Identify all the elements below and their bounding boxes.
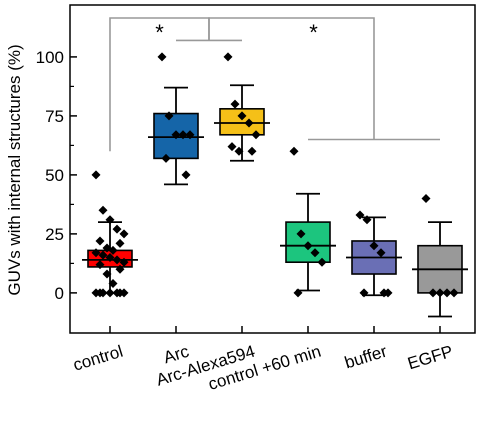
data-point (91, 170, 101, 180)
data-point (223, 52, 233, 62)
data-point (317, 257, 327, 267)
box-layer (82, 84, 468, 318)
x-tick-label: buffer (342, 342, 389, 373)
data-point (98, 205, 108, 215)
data-point (112, 224, 122, 234)
data-point (91, 248, 101, 258)
data-point (230, 99, 240, 109)
data-point (359, 288, 369, 298)
data-point (428, 288, 438, 298)
data-point (442, 288, 452, 298)
data-point (247, 146, 257, 156)
data-point (355, 210, 365, 220)
data-point (181, 170, 191, 180)
data-point (435, 288, 445, 298)
data-point (157, 52, 167, 62)
y-tick-label: 50 (45, 166, 64, 185)
data-point (171, 130, 181, 140)
data-point (310, 248, 320, 258)
x-tick-label: EGFP (405, 342, 455, 374)
data-point (98, 250, 108, 260)
data-point (244, 118, 254, 128)
data-point (164, 111, 174, 121)
data-point (119, 257, 129, 267)
significance-star: * (155, 20, 164, 45)
data-point (227, 142, 237, 152)
data-point (185, 130, 195, 140)
data-point (108, 278, 118, 288)
y-axis: 0 25 50 75 100 (36, 48, 77, 303)
data-point (105, 252, 115, 262)
data-point (303, 241, 313, 251)
data-point (296, 229, 306, 239)
data-point (115, 264, 125, 274)
x-tick-label: control (71, 342, 125, 375)
plot-frame (69, 4, 476, 334)
data-point (237, 111, 247, 121)
data-point (115, 238, 125, 248)
data-point (95, 236, 105, 246)
data-point (421, 193, 431, 203)
y-tick-label: 100 (36, 48, 64, 67)
data-point (293, 288, 303, 298)
data-point (379, 288, 389, 298)
data-point (449, 288, 459, 298)
y-tick-label: 75 (45, 107, 64, 126)
data-point (178, 130, 188, 140)
data-point (105, 215, 115, 225)
significance-bracket (208, 17, 375, 140)
data-point (251, 130, 261, 140)
data-point (115, 288, 125, 298)
data-point (105, 288, 115, 298)
significance-star: * (309, 20, 318, 45)
y-tick-label: 0 (55, 284, 64, 303)
data-point (119, 229, 129, 239)
data-point (112, 255, 122, 265)
data-point (95, 288, 105, 298)
data-point (362, 215, 372, 225)
data-point (234, 146, 244, 156)
data-point (95, 260, 105, 270)
y-tick-label: 25 (45, 225, 64, 244)
y-axis-title: GUVs with internal structures (%) (5, 44, 24, 295)
data-point (102, 269, 112, 279)
data-point (376, 248, 386, 258)
data-point-layer (91, 52, 459, 298)
data-point (369, 241, 379, 251)
data-point (161, 153, 171, 163)
data-point (108, 245, 118, 255)
significance-brackets: * * (109, 17, 440, 152)
data-point (289, 146, 299, 156)
